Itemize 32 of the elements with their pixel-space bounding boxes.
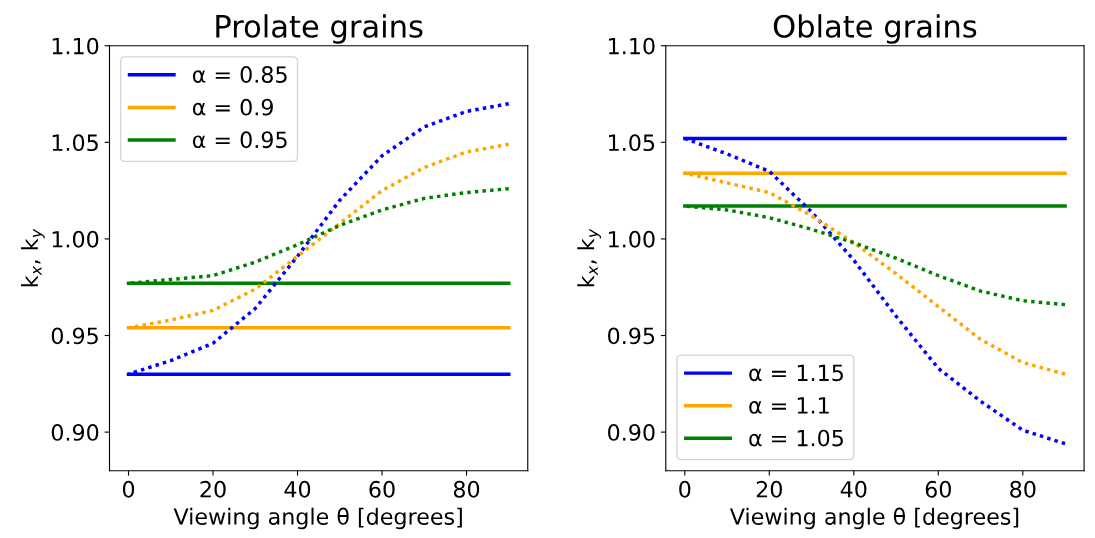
x-axis-title: Viewing angle θ [degrees] (173, 507, 462, 530)
legend-label: α = 1.1 (749, 397, 829, 414)
x-tick-label: 20 (200, 480, 226, 498)
y-axis-title: k$_{x}$, k$_{y}$ (20, 228, 45, 287)
x-tick-label: 0 (122, 480, 135, 498)
x-tick-label: 60 (925, 480, 951, 498)
y-tick-label: 1.00 (609, 230, 655, 248)
chart-title: Oblate grains (773, 14, 977, 44)
y-tick-label: 1.00 (52, 230, 99, 248)
x-tick-label: 0 (679, 480, 691, 498)
y-tick-label: 0.90 (51, 424, 99, 441)
y-tick-label: 0.95 (51, 327, 98, 345)
y-tick-label: 0.95 (608, 327, 655, 345)
chart-title: Prolate grains (216, 14, 423, 44)
x-tick-label: 80 (453, 480, 480, 498)
y-tick-label: 1.10 (52, 37, 99, 55)
legend-label: α = 0.9 (192, 98, 273, 116)
x-tick-label: 80 (1010, 480, 1036, 498)
x-tick-label: 40 (840, 480, 867, 498)
x-axis-title: Viewing angle θ [degrees] (729, 507, 1019, 530)
legend-label: α = 0.95 (192, 131, 287, 149)
x-tick-label: 20 (756, 480, 782, 498)
y-tick-label: 1.10 (609, 37, 655, 55)
y-tick-label: 0.90 (608, 424, 655, 441)
x-tick-label: 40 (284, 480, 311, 498)
x-tick-label: 60 (369, 480, 395, 498)
y-tick-label: 1.05 (609, 134, 655, 152)
legend-label: α = 1.05 (749, 429, 843, 447)
y-axis-title: k$_{x}$, k$_{y}$ (577, 228, 602, 287)
legend-label: α = 0.85 (192, 66, 287, 83)
legend-label: α = 1.15 (749, 364, 843, 382)
y-tick-label: 1.05 (52, 134, 98, 152)
